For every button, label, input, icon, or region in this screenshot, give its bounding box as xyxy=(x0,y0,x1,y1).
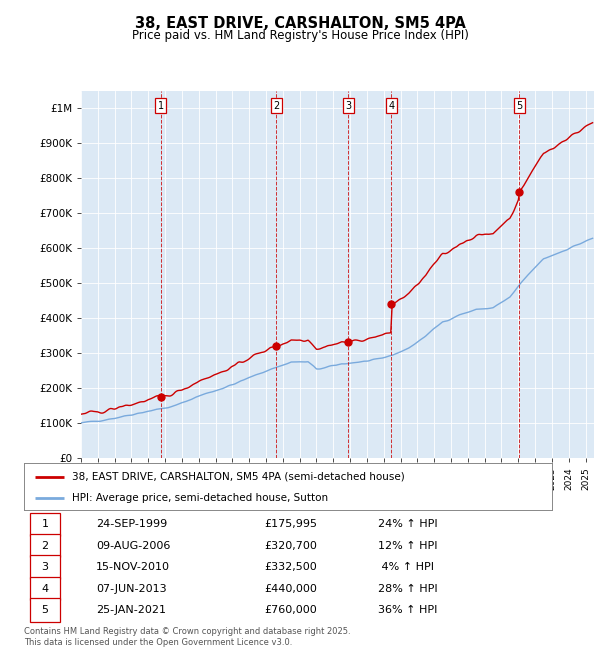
Text: 25-JAN-2021: 25-JAN-2021 xyxy=(96,605,166,615)
Text: 1: 1 xyxy=(41,519,49,529)
Text: HPI: Average price, semi-detached house, Sutton: HPI: Average price, semi-detached house,… xyxy=(71,493,328,503)
Text: Contains HM Land Registry data © Crown copyright and database right 2025.
This d: Contains HM Land Registry data © Crown c… xyxy=(24,627,350,647)
Text: £440,000: £440,000 xyxy=(264,584,317,593)
Text: 2: 2 xyxy=(273,101,279,111)
Text: £320,700: £320,700 xyxy=(264,541,317,551)
Text: £332,500: £332,500 xyxy=(264,562,317,572)
Text: 28% ↑ HPI: 28% ↑ HPI xyxy=(378,584,437,593)
Text: 4: 4 xyxy=(41,584,49,593)
Text: £175,995: £175,995 xyxy=(264,519,317,529)
Text: 24% ↑ HPI: 24% ↑ HPI xyxy=(378,519,437,529)
Text: 4: 4 xyxy=(388,101,394,111)
Text: 09-AUG-2006: 09-AUG-2006 xyxy=(96,541,170,551)
Text: 38, EAST DRIVE, CARSHALTON, SM5 4PA (semi-detached house): 38, EAST DRIVE, CARSHALTON, SM5 4PA (sem… xyxy=(71,471,404,482)
Text: 4% ↑ HPI: 4% ↑ HPI xyxy=(378,562,434,572)
Text: 5: 5 xyxy=(41,605,49,615)
Text: 12% ↑ HPI: 12% ↑ HPI xyxy=(378,541,437,551)
Text: 38, EAST DRIVE, CARSHALTON, SM5 4PA: 38, EAST DRIVE, CARSHALTON, SM5 4PA xyxy=(134,16,466,31)
Text: 36% ↑ HPI: 36% ↑ HPI xyxy=(378,605,437,615)
Text: 15-NOV-2010: 15-NOV-2010 xyxy=(96,562,170,572)
Text: Price paid vs. HM Land Registry's House Price Index (HPI): Price paid vs. HM Land Registry's House … xyxy=(131,29,469,42)
Text: 2: 2 xyxy=(41,541,49,551)
Text: 3: 3 xyxy=(41,562,49,572)
Text: 5: 5 xyxy=(517,101,523,111)
Text: 3: 3 xyxy=(345,101,351,111)
Text: 24-SEP-1999: 24-SEP-1999 xyxy=(96,519,167,529)
Text: 07-JUN-2013: 07-JUN-2013 xyxy=(96,584,167,593)
Text: £760,000: £760,000 xyxy=(264,605,317,615)
Text: 1: 1 xyxy=(157,101,164,111)
